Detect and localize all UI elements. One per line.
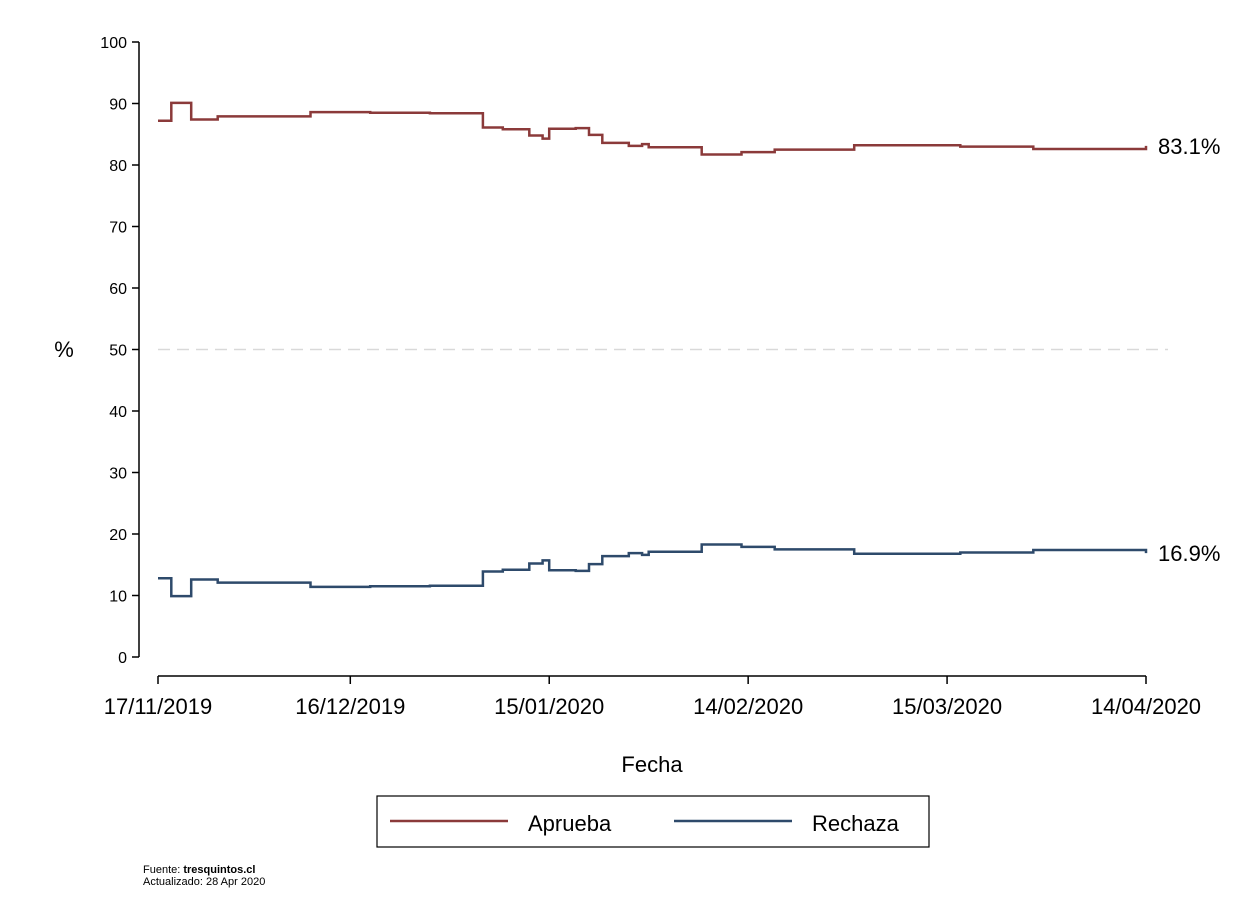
y-tick-label: 90 [109,97,127,114]
footer: Fuente: tresquintos.cl Actualizado: 28 A… [143,864,265,888]
y-tick-label: 10 [109,589,127,606]
x-tick-label: 15/01/2020 [494,694,604,719]
x-tick-label: 16/12/2019 [295,694,405,719]
source-line: Fuente: tresquintos.cl [143,864,265,876]
y-axis-title: % [54,337,74,362]
legend-label-aprueba: Aprueba [528,811,612,836]
updated-line: Actualizado: 28 Apr 2020 [143,876,266,888]
legend: Aprueba Rechaza [376,795,930,848]
y-tick-label: 40 [109,404,127,421]
legend-label-rechaza: Rechaza [812,811,900,836]
end-label-aprueba: 83.1% [1158,134,1220,159]
y-tick-label: 50 [109,343,127,360]
y-tick-label: 100 [100,35,127,52]
y-tick-label: 80 [109,158,127,175]
source-name: tresquintos.cl [183,864,256,876]
y-tick-label: 60 [109,281,127,298]
plot-area: 83.1% 16.9% [158,101,1220,598]
y-tick-label: 30 [109,466,127,483]
series-line-rechaza [158,543,1148,598]
y-tick-label: 0 [118,650,127,667]
x-tick-label: 14/02/2020 [693,694,803,719]
x-tick-label: 14/04/2020 [1091,694,1201,719]
y-tick-label: 70 [109,220,127,237]
axes: 0 10 20 30 40 50 60 70 80 90 100 17/11/2019 16/12/20… [100,35,1201,719]
series-line-aprueba [158,101,1148,156]
y-tick-label: 20 [109,527,127,544]
end-label-rechaza: 16.9% [1158,541,1220,566]
source-prefix: Fuente: [143,864,184,876]
x-tick-label: 17/11/2019 [104,694,212,719]
x-tick-label: 15/03/2020 [892,694,1002,719]
x-axis-title: Fecha [621,752,683,777]
